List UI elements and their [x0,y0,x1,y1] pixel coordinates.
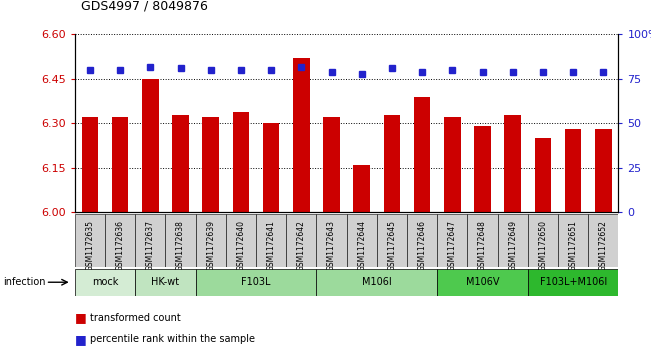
Bar [414,97,430,212]
Text: HK-wt: HK-wt [152,277,180,287]
Text: GDS4997 / 8049876: GDS4997 / 8049876 [81,0,208,13]
Bar [558,214,589,267]
Text: GSM1172641: GSM1172641 [267,220,275,272]
Bar [505,114,521,212]
Bar [135,269,196,296]
Text: GSM1172650: GSM1172650 [538,220,547,272]
Bar [173,114,189,212]
Bar [105,214,135,267]
Bar [444,118,461,212]
Text: GSM1172639: GSM1172639 [206,220,215,272]
Bar [595,129,612,212]
Bar [202,118,219,212]
Text: GSM1172647: GSM1172647 [448,220,457,272]
Bar [232,111,249,212]
Bar [589,214,618,267]
Text: GSM1172636: GSM1172636 [116,220,124,272]
Text: GSM1172644: GSM1172644 [357,220,367,272]
Text: GSM1172649: GSM1172649 [508,220,518,272]
Text: percentile rank within the sample: percentile rank within the sample [90,334,255,344]
Bar [196,269,316,296]
Text: ■: ■ [75,333,87,346]
Bar [497,214,528,267]
Text: GSM1172645: GSM1172645 [387,220,396,272]
Bar [226,214,256,267]
Bar [263,123,279,212]
Bar [81,118,98,212]
Text: mock: mock [92,277,118,287]
Bar [437,269,528,296]
Bar [534,138,551,212]
Text: GSM1172642: GSM1172642 [297,220,306,272]
Text: GSM1172635: GSM1172635 [85,220,94,272]
Bar [316,269,437,296]
Bar [377,214,407,267]
Bar [256,214,286,267]
Text: GSM1172637: GSM1172637 [146,220,155,272]
Text: infection: infection [3,277,46,287]
Text: GSM1172646: GSM1172646 [418,220,426,272]
Bar [565,129,581,212]
Text: GSM1172652: GSM1172652 [599,220,608,272]
Text: GSM1172651: GSM1172651 [569,220,577,272]
Bar [142,79,159,212]
Bar [324,118,340,212]
Bar [75,214,105,267]
Bar [316,214,346,267]
Text: GSM1172638: GSM1172638 [176,220,185,272]
Text: M106I: M106I [362,277,392,287]
Bar [383,114,400,212]
Text: GSM1172640: GSM1172640 [236,220,245,272]
Text: transformed count: transformed count [90,313,180,323]
Bar [437,214,467,267]
Text: GSM1172643: GSM1172643 [327,220,336,272]
Bar [112,118,128,212]
Bar [528,269,618,296]
Bar [467,214,497,267]
Bar [165,214,196,267]
Bar [135,214,165,267]
Text: F103L: F103L [242,277,271,287]
Bar [407,214,437,267]
Bar [353,165,370,212]
Bar [75,269,135,296]
Bar [293,58,310,212]
Text: ■: ■ [75,311,87,324]
Bar [196,214,226,267]
Bar [346,214,377,267]
Bar [286,214,316,267]
Bar [528,214,558,267]
Text: F103L+M106I: F103L+M106I [540,277,607,287]
Bar [474,126,491,212]
Text: GSM1172648: GSM1172648 [478,220,487,272]
Text: M106V: M106V [466,277,499,287]
